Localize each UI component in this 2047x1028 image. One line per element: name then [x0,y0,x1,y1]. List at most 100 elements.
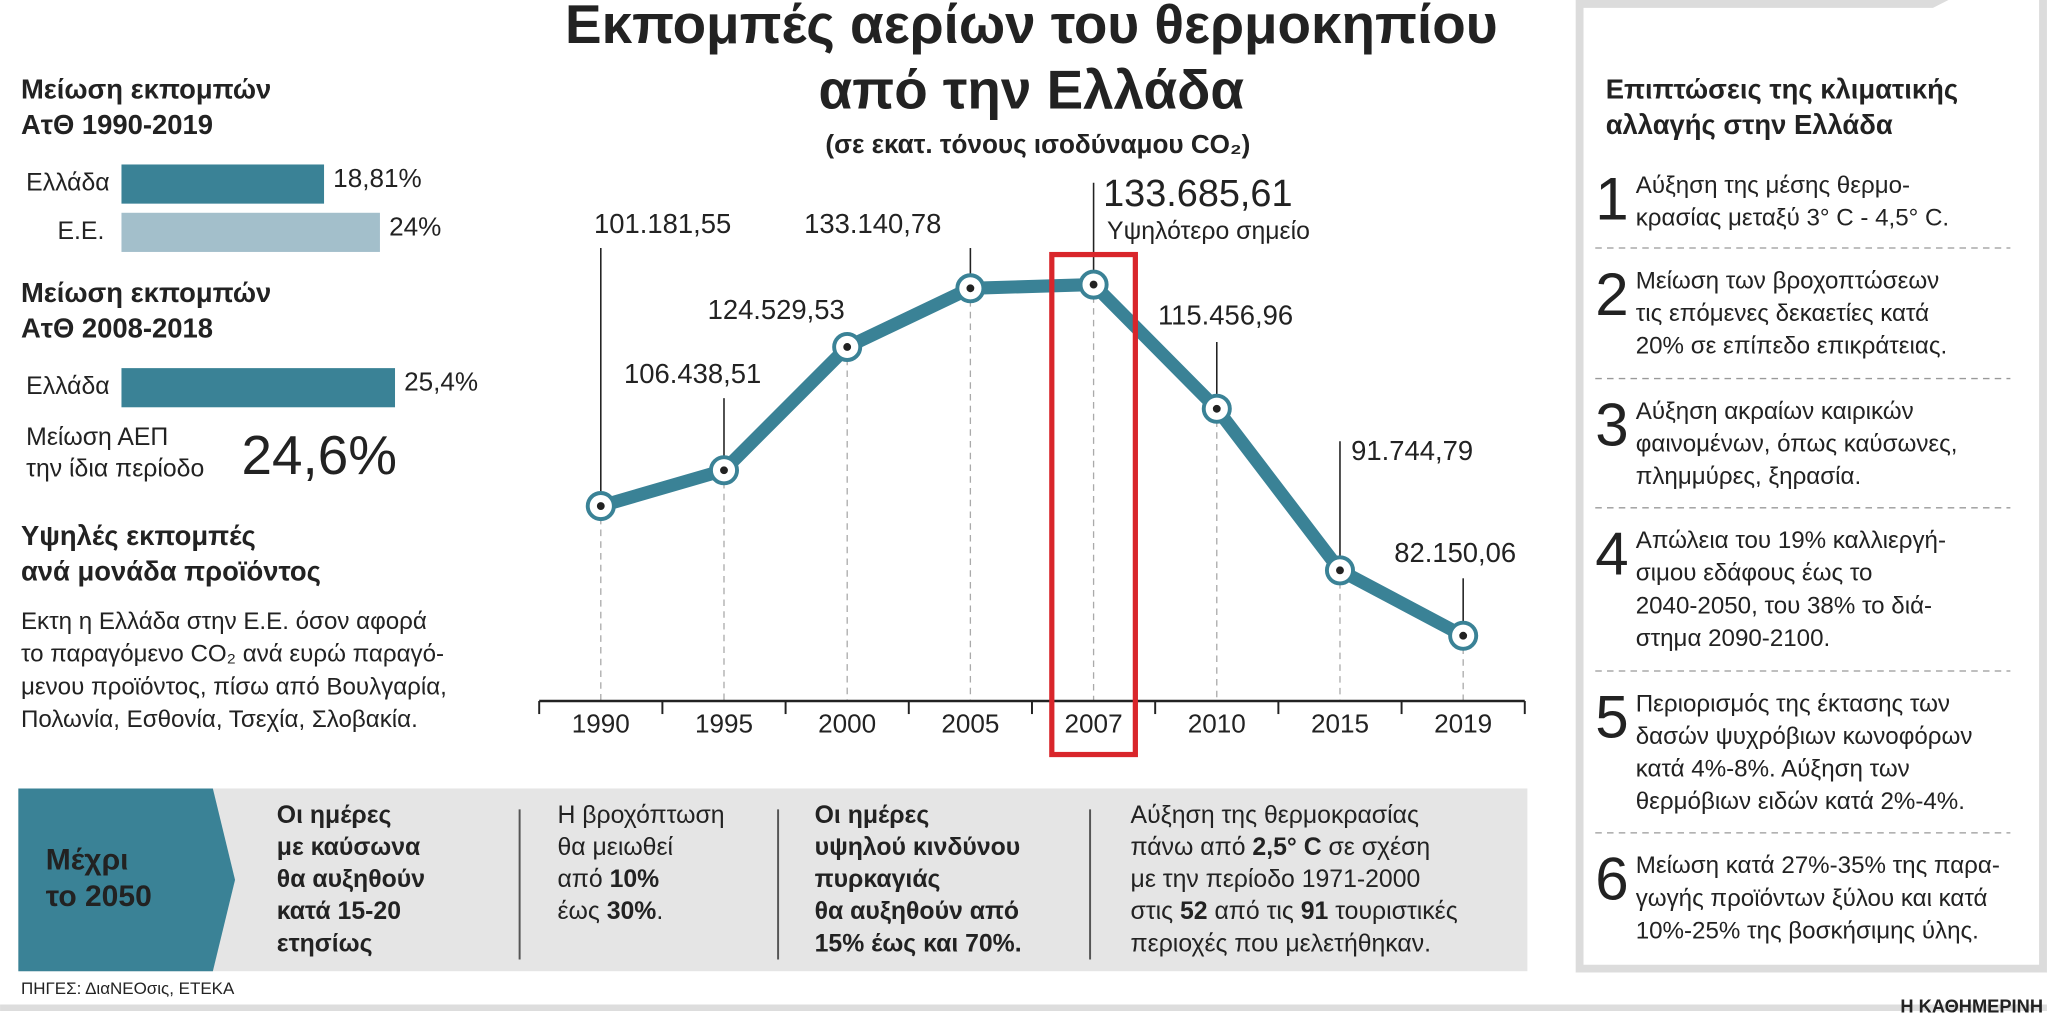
x-tick-label: 2005 [941,709,999,739]
marker-dot [966,284,975,293]
value-label: 133.685,61 [1103,173,1292,215]
text-run: κατά 15-20 [277,898,401,925]
text-run: θα μειωθεί [557,834,673,861]
value-label: 101.181,55 [594,208,731,239]
item-number: 6 [1595,846,1628,913]
chart-title: Εκπομπές αερίων του θερμοκηπίου [565,0,1498,55]
band-text: Οι ημέρες [277,801,392,828]
x-tick-label: 2007 [1065,709,1123,739]
bar-label: Ε.Ε. [58,218,105,245]
section-title: ανά μονάδα προϊόντος [21,555,321,586]
text-run: τουριστικές [1328,898,1457,925]
x-tick-label: 2019 [1434,709,1492,739]
paragraph: Εκτη η Ελλάδα στην Ε.Ε. όσον αφορά [21,608,427,635]
text-run: θα αυξηθούν [277,866,425,893]
band-text: έως 30%. [557,898,663,925]
band-text: κατά 15-20 [277,898,401,925]
item-text: 10%-25% της βοσκήσιμης ύλης. [1636,917,1979,944]
text-run: από [557,866,609,893]
panel-title: Επιπτώσεις της κλιματικής [1606,74,1958,105]
item-text: δασών ψυχρόβιων κωνοφόρων [1636,723,1973,750]
item-number: 4 [1595,521,1628,588]
source: ΠΗΓΕΣ: ΔιαΝΕΟσις, ΕΤΕΚΑ [21,979,235,998]
item-text: στημα 2090-2100. [1636,625,1830,652]
paragraph: μενου προϊόντος, πίσω από Βουλγαρία, [21,673,447,700]
band-text: πάνω από 2,5° C σε σχέση [1131,834,1431,861]
bottom-arrow [18,788,236,972]
section-title: Μείωση εκπομπών [21,74,271,105]
section-title: Υψηλές εκπομπές [21,520,256,551]
item-text: πλημμύρες, ξηρασία. [1636,463,1861,490]
x-tick-label: 2010 [1188,709,1246,739]
item-text: Αύξηση της μέσης θερμο- [1636,172,1910,199]
right-panel [1575,0,2047,973]
bottom-band [18,788,1528,972]
marker-dot [720,466,728,475]
panel-title: αλλαγής στην Ελλάδα [1606,109,1893,140]
marker-dot [1089,280,1098,289]
text-run: ετησίως [277,930,373,957]
band-text: 15% έως και 70%. [815,930,1022,957]
paragraph: το παραγόμενο CO₂ ανά ευρώ παραγό- [21,641,444,668]
text-run: περιοχές που μελετήθηκαν. [1131,930,1432,957]
note: Μείωση ΑΕΠ [26,424,168,451]
band-text: ετησίως [277,930,373,957]
item-number: 3 [1595,391,1628,458]
text-run: σε σχέση [1322,834,1431,861]
marker-dot [843,343,852,351]
marker-dot [596,502,605,510]
item-text: κατά 4%-8%. Αύξηση των [1636,756,1910,783]
item-number: 5 [1595,684,1628,751]
band-text: θα μειωθεί [557,834,673,861]
text-run: Οι ημέρες [277,801,392,828]
band-label: Μέχρι [46,843,129,876]
section-title: Μείωση εκπομπών [21,277,271,308]
text-run: 30% [607,898,657,925]
text-run: θα αυξηθούν από [815,898,1019,925]
text-run: Οι ημέρες [815,801,930,828]
highlight-box [1049,251,1138,758]
text-run: με την περίοδο 1971-2000 [1131,866,1421,893]
text-run: υψηλού κινδύνου [815,834,1021,861]
note-value: 24,6% [242,424,397,486]
item-text: τις επόμενες δεκαετίες κατά [1636,300,1929,327]
paragraph: Πολωνία, Εσθονία, Τσεχία, Σλοβακία. [21,706,418,733]
item-text: Απώλεια του 19% καλλιεργή- [1636,527,1946,554]
marker-dot [1336,566,1344,575]
band-text: περιοχές που μελετήθηκαν. [1131,930,1432,957]
bar-label: Ελλάδα [26,373,109,400]
bar-value-label: 24% [389,211,441,241]
item-text: Μείωση κατά 27%-35% της παρα- [1636,852,2000,879]
x-tick-label: 1995 [695,709,753,739]
bar-value-label: 25,4% [404,367,478,397]
band-text: στις 52 από τις 91 τουριστικές [1131,898,1458,925]
text-run: από τις [1208,898,1301,925]
text-run: στις [1131,898,1180,925]
value-label: 124.529,53 [708,294,845,325]
chart-title: από την Ελλάδα [819,58,1245,120]
item-text: 2040-2050, του 38% το διά- [1636,592,1932,619]
text-run: πάνω από [1131,834,1253,861]
band-text: Αύξηση της θερμοκρασίας [1131,801,1419,828]
item-text: σιμου εδάφους έως το [1636,560,1873,587]
text-run: Αύξηση της θερμοκρασίας [1131,801,1419,828]
band-text: Οι ημέρες [815,801,930,828]
value-label: 115.456,96 [1158,299,1293,330]
band-text: Η βροχόπτωση [557,801,724,828]
bar [121,164,325,204]
x-tick-label: 2015 [1311,709,1369,739]
x-tick-label: 2000 [818,709,876,739]
bar [121,368,396,408]
item-text: 20% σε επίπεδο επικράτειας. [1636,333,1947,360]
band-text: θα αυξηθούν [277,866,425,893]
band-text: υψηλού κινδύνου [815,834,1021,861]
value-label: 82.150,06 [1394,537,1516,568]
bar-value-label: 18,81% [333,163,422,193]
item-text: Μείωση των βροχοπτώσεων [1636,267,1940,294]
note: την ίδια περίοδο [26,455,204,482]
value-label: 133.140,78 [804,208,941,239]
line [598,278,1467,642]
text-run: 2,5° C [1252,834,1321,861]
section-title: ΑτΘ 2008-2018 [21,312,213,343]
